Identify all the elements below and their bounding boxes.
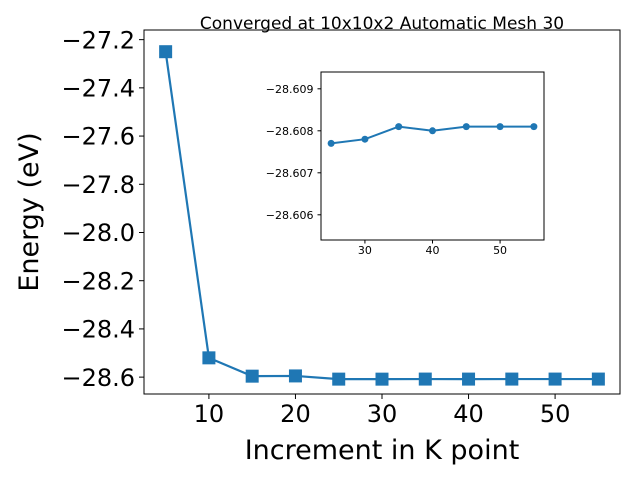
data-point <box>327 139 335 147</box>
chart-title: Converged at 10x10x2 Automatic Mesh 30 <box>200 14 564 34</box>
y-tick-label: −28.0 <box>61 219 135 247</box>
y-tick-label: −27.2 <box>61 26 135 54</box>
inset-series <box>327 123 538 147</box>
data-point <box>591 372 605 386</box>
y-tick-label: −27.6 <box>61 123 135 151</box>
main-plot: −27.2 −27.4 −27.6 −27.8 −28.0 −28.2 −28.4 −28.6… <box>61 26 621 428</box>
inset-plot: −28.609 −28.608 −28.607 −28.606 30 40 50 <box>266 71 545 257</box>
data-point <box>429 127 436 135</box>
data-point <box>202 351 216 365</box>
y-tick-label: −28.2 <box>61 267 135 295</box>
data-point <box>245 369 259 383</box>
data-point <box>548 372 562 386</box>
data-point <box>332 372 346 386</box>
y-tick-label: −27.4 <box>61 74 135 102</box>
data-point <box>505 372 519 386</box>
data-point <box>375 372 389 386</box>
y-tick-label: −28.6 <box>61 364 135 392</box>
y-tick-label: −28.609 <box>266 83 314 96</box>
data-point <box>418 372 432 386</box>
y-tick-label: −28.607 <box>266 167 314 180</box>
inset-x-ticks: 30 40 50 <box>358 240 507 257</box>
y-tick-label: −28.4 <box>61 316 135 344</box>
x-tick-label: 50 <box>493 244 507 257</box>
y-tick-label: −28.608 <box>266 125 314 138</box>
x-tick-label: 20 <box>280 400 311 428</box>
main-series <box>159 45 605 386</box>
x-tick-label: 30 <box>358 244 372 257</box>
main-x-ticks: 10 20 30 40 50 <box>194 394 571 428</box>
data-point <box>395 123 403 131</box>
x-tick-label: 30 <box>367 400 398 428</box>
x-axis-label: Increment in K point <box>245 435 520 466</box>
data-point <box>288 369 302 383</box>
y-tick-label: −27.8 <box>61 171 135 199</box>
data-point <box>530 123 538 131</box>
data-point <box>361 135 369 143</box>
x-tick-label: 40 <box>426 244 440 257</box>
data-point <box>462 372 476 386</box>
data-point <box>159 45 173 59</box>
y-axis-label: Energy (eV) <box>14 132 45 291</box>
data-point <box>496 123 504 131</box>
x-tick-label: 50 <box>540 400 571 428</box>
y-tick-label: −28.606 <box>266 209 314 222</box>
main-y-ticks: −27.2 −27.4 −27.6 −27.8 −28.0 −28.2 −28.4 −28.6 <box>61 26 144 392</box>
inset-y-ticks: −28.609 −28.608 −28.607 −28.606 <box>266 83 321 222</box>
data-point <box>462 123 470 131</box>
x-tick-label: 40 <box>453 400 484 428</box>
x-tick-label: 10 <box>194 400 225 428</box>
